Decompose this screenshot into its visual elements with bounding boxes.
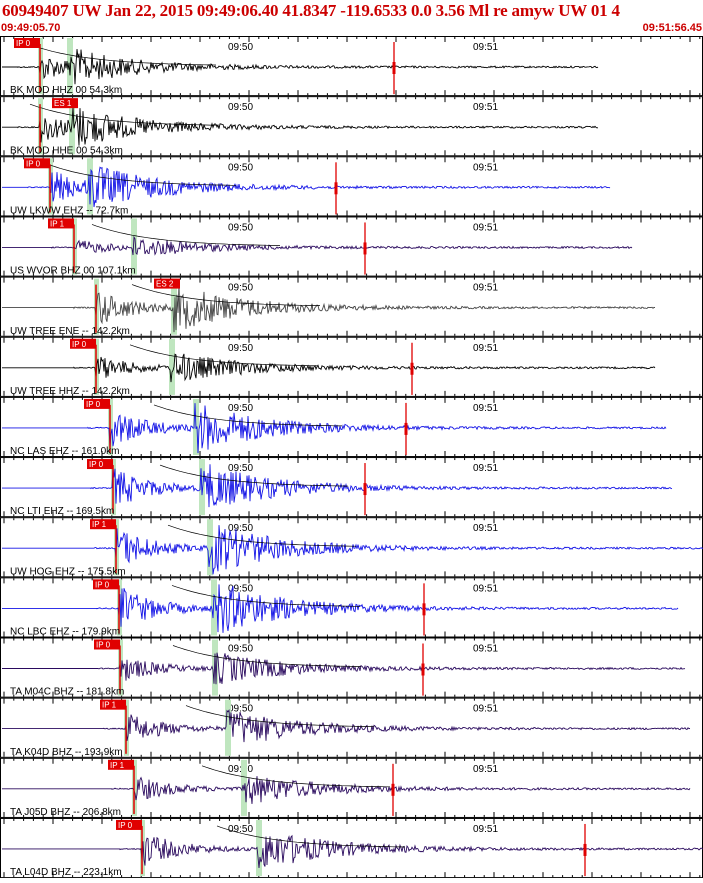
station-label: US WVOR BHZ 00 107.1km: [10, 266, 136, 277]
pick-label: IP 0: [26, 159, 41, 168]
minute-label: 09:51: [473, 162, 498, 173]
pick-label: IP 0: [86, 400, 101, 409]
minute-label: 09:50: [228, 343, 253, 354]
waveform: [2, 107, 598, 145]
coda-curve: [48, 164, 236, 185]
waveform: [2, 49, 598, 84]
amp-marker-core: [335, 182, 338, 194]
waveform: [2, 836, 703, 868]
minute-label: 09:51: [473, 824, 498, 835]
minute-label: 09:51: [473, 704, 498, 715]
pick-label: ES 2: [156, 280, 174, 289]
waveform: [2, 237, 632, 255]
amp-marker-core: [422, 664, 425, 676]
pick-label: IP 1: [92, 520, 107, 529]
amp-marker-core: [584, 844, 587, 856]
trace-panel: 09:50 09:51 IP 1 US WVOR BHZ 00 107.1km: [1, 217, 703, 277]
trace-panel: 09:50 09:51 IP 1 UW HOG EHZ -- 175.5km: [1, 518, 703, 578]
minute-label: 09:50: [228, 42, 253, 53]
pick-label: IP 1: [102, 701, 117, 710]
station-label: UW HOG EHZ -- 175.5km: [10, 566, 126, 577]
minute-label: 09:50: [228, 764, 253, 775]
station-label: NC LBC EHZ -- 179.9km: [10, 627, 120, 638]
pick-label: IP 0: [95, 580, 110, 589]
station-label: NC LTI EHZ -- 169.5km: [10, 506, 114, 517]
minute-label: 09:51: [473, 42, 498, 53]
start-time-label: 09:49:05.70: [1, 22, 60, 34]
event-title: 60949407 UW Jan 22, 2015 09:49:06.40 41.…: [2, 1, 620, 21]
waveform: [2, 776, 690, 804]
station-label: BK MOD HHZ 00 54.3km: [10, 85, 122, 96]
pick-label: IP 0: [89, 460, 104, 469]
minute-label: 09:51: [473, 102, 498, 113]
minute-label: 09:50: [228, 162, 253, 173]
trace-panel: 09:50 09:51 IP 0 BK MOD HHZ 00 54.3km: [1, 37, 703, 97]
trace-panel: 09:50 09:51 ES 2 UW TREE ENE -- 142.2km: [1, 277, 703, 337]
station-label: NC LAS EHZ -- 161.0km: [10, 446, 119, 457]
trace-panel: 09:50 09:51 IP 0 NC LTI EHZ -- 169.5km: [1, 458, 703, 518]
minute-label: 09:50: [228, 463, 253, 474]
pick-label: IP 0: [96, 641, 111, 650]
minute-label: 09:51: [473, 403, 498, 414]
trace-panel: 09:50 09:51 IP 0 UW TREE HHZ -- 142.2km: [1, 337, 703, 397]
pick-label: IP 0: [118, 821, 133, 830]
minute-label: 09:51: [473, 523, 498, 534]
amp-marker-core: [393, 62, 396, 74]
station-label: TA L04D BHZ -- 223.1km: [10, 867, 122, 878]
trace-panel: 09:50 09:51 ES 1 BK MOD HHE 00 54.3km: [1, 97, 703, 157]
station-label: TA M04C BHZ -- 181.8km: [10, 687, 124, 698]
trace-panel: 09:50 09:51 IP 0 UW LKWW EHZ -- 72.7km: [1, 157, 703, 217]
amp-marker-core: [392, 784, 395, 796]
s-window: [212, 640, 218, 696]
waveform: [2, 167, 610, 207]
amp-marker-core: [405, 423, 408, 435]
end-time-label: 09:51:56.45: [643, 22, 702, 34]
amp-marker-core: [364, 483, 367, 495]
event-header: 60949407 UW Jan 22, 2015 09:49:06.40 41.…: [0, 0, 703, 36]
station-label: BK MOD HHE 00 54.3km: [10, 145, 123, 156]
coda-curve: [186, 706, 374, 727]
amp-marker-core: [411, 363, 414, 375]
minute-label: 09:51: [473, 644, 498, 655]
minute-label: 09:50: [228, 644, 253, 655]
station-label: TA K04D BHZ -- 193.9km: [10, 747, 123, 758]
station-label: UW LKWW EHZ -- 72.7km: [10, 205, 128, 216]
amp-marker-core: [364, 242, 367, 254]
minute-label: 09:51: [473, 343, 498, 354]
minute-label: 09:51: [473, 222, 498, 233]
amp-marker-core: [423, 603, 426, 615]
station-label: TA J05D BHZ -- 206.8km: [10, 807, 121, 818]
pick-label: IP 0: [72, 340, 87, 349]
minute-label: 09:50: [228, 523, 253, 534]
pick-label: ES 1: [54, 99, 72, 108]
minute-label: 09:50: [228, 102, 253, 113]
station-label: UW TREE HHZ -- 142.2km: [10, 386, 130, 397]
trace-panel: 09:50 09:51 IP 0 TA M04C BHZ -- 181.8km: [1, 638, 703, 698]
trace-panel: 09:50 09:51 IP 1 TA K04D BHZ -- 193.9km: [1, 698, 703, 758]
minute-label: 09:51: [473, 463, 498, 474]
waveform: [2, 354, 655, 382]
pick-label: IP 1: [50, 219, 65, 228]
minute-label: 09:51: [473, 283, 498, 294]
station-label: UW TREE ENE -- 142.2km: [10, 326, 130, 337]
minute-label: 09:50: [228, 403, 253, 414]
minute-label: 09:50: [228, 283, 253, 294]
pick-label: IP 0: [16, 39, 31, 48]
waveform: [2, 653, 685, 685]
minute-label: 09:51: [473, 764, 498, 775]
coda-curve: [172, 585, 360, 606]
pick-label: IP 1: [110, 761, 125, 770]
trace-panel: 09:50 09:51 IP 1 TA J05D BHZ -- 206.8km: [1, 758, 703, 818]
minute-label: 09:50: [228, 222, 253, 233]
trace-panel: 09:50 09:51 IP 0 NC LAS EHZ -- 161.0km: [1, 397, 703, 457]
minute-label: 09:50: [228, 704, 253, 715]
minute-label: 09:51: [473, 583, 498, 594]
